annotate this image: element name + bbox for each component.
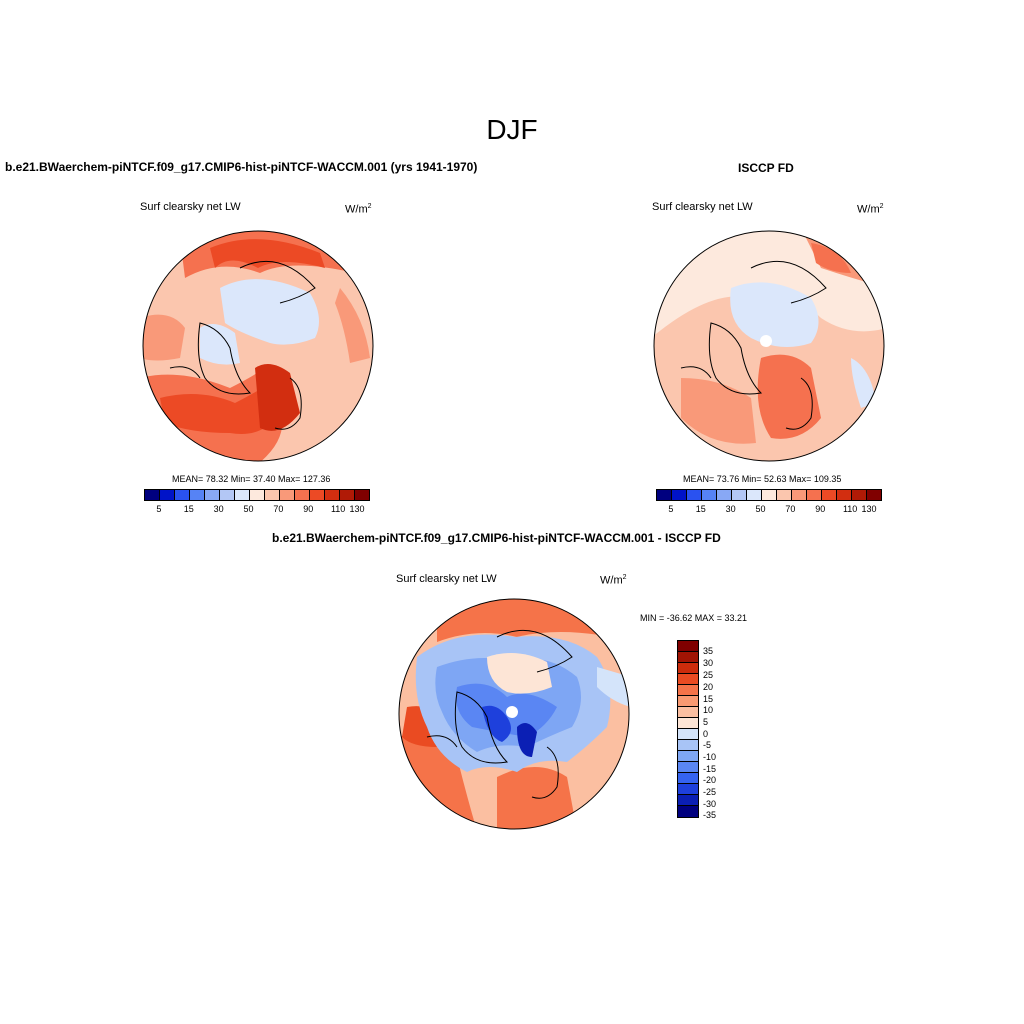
colorbar-swatch bbox=[687, 490, 702, 500]
colorbar-label: 30 bbox=[725, 504, 736, 514]
colorbar-label: 15 bbox=[695, 504, 706, 514]
panel-title-model: b.e21.BWaerchem-piNTCF.f09_g17.CMIP6-his… bbox=[5, 160, 478, 174]
stats-model: MEAN= 78.32 Min= 37.40 Max= 127.36 bbox=[172, 474, 331, 484]
colorbar-swatch bbox=[717, 490, 732, 500]
colorbar-label: 5 bbox=[156, 504, 162, 514]
colorbar-swatch bbox=[678, 718, 698, 729]
colorbar-label: 30 bbox=[213, 504, 224, 514]
colorbar-swatch bbox=[265, 490, 280, 500]
colorbar-label: 110 bbox=[842, 504, 858, 514]
colorbar-swatch bbox=[280, 490, 295, 500]
colorbar-label: 110 bbox=[330, 504, 346, 514]
colorbar-swatch bbox=[678, 740, 698, 751]
colorbar-label: -5 bbox=[703, 740, 712, 750]
colorbar-label: 15 bbox=[183, 504, 194, 514]
polar-map-model bbox=[142, 230, 374, 462]
colorbar-label: 0 bbox=[703, 729, 709, 739]
colorbar-label: 90 bbox=[815, 504, 826, 514]
colorbar-label: 130 bbox=[861, 504, 877, 514]
colorbar-swatch bbox=[678, 641, 698, 652]
colorbar-label: -15 bbox=[703, 764, 717, 774]
colorbar-swatch bbox=[355, 490, 369, 500]
colorbar-labels-diff: 35 30 25 20 15 10 5 0 -5 -10 -15 -20 -25… bbox=[703, 640, 733, 820]
colorbar-swatch bbox=[678, 707, 698, 718]
polar-map-diff bbox=[398, 598, 630, 830]
colorbar-swatch bbox=[678, 762, 698, 773]
variable-label-obs: Surf clearsky net LW bbox=[652, 201, 753, 213]
colorbar-swatch bbox=[220, 490, 235, 500]
colorbar-label: 35 bbox=[703, 646, 714, 656]
colorbar-label: -35 bbox=[703, 810, 717, 820]
panel-title-obs: ISCCP FD bbox=[738, 161, 794, 175]
colorbar-swatch bbox=[175, 490, 190, 500]
colorbar-swatch bbox=[295, 490, 310, 500]
colorbar-label: 50 bbox=[243, 504, 254, 514]
colorbar-label: 15 bbox=[703, 694, 714, 704]
colorbar-swatch bbox=[837, 490, 852, 500]
colorbar-swatch bbox=[205, 490, 220, 500]
colorbar-swatch bbox=[678, 773, 698, 784]
colorbar-swatch bbox=[867, 490, 881, 500]
colorbar-swatch bbox=[678, 795, 698, 806]
colorbar-swatch bbox=[822, 490, 837, 500]
colorbar-label: 70 bbox=[785, 504, 796, 514]
colorbar-swatch bbox=[807, 490, 822, 500]
colorbar-swatch bbox=[678, 652, 698, 663]
colorbar-swatch bbox=[678, 674, 698, 685]
colorbar-swatch bbox=[792, 490, 807, 500]
colorbar-swatch bbox=[762, 490, 777, 500]
figure-title: DJF bbox=[486, 114, 538, 145]
colorbar-label: -10 bbox=[703, 752, 717, 762]
colorbar-swatch bbox=[672, 490, 687, 500]
colorbar-swatch bbox=[678, 685, 698, 696]
colorbar-label: 130 bbox=[349, 504, 365, 514]
colorbar-swatch bbox=[747, 490, 762, 500]
colorbar-labels-obs: 5 15 30 50 70 90 110 130 bbox=[656, 504, 880, 516]
colorbar-label: -25 bbox=[703, 787, 717, 797]
colorbar-swatch bbox=[678, 696, 698, 707]
stats-obs: MEAN= 73.76 Min= 52.63 Max= 109.35 bbox=[683, 474, 842, 484]
colorbar-swatch bbox=[678, 663, 698, 674]
colorbar-labels-model: 5 15 30 50 70 90 110 130 bbox=[144, 504, 368, 516]
units-label-obs: W/m2 bbox=[857, 203, 884, 216]
colorbar-label: 10 bbox=[703, 705, 714, 715]
colorbar-label: 50 bbox=[755, 504, 766, 514]
minmax-diff: MIN = -36.62 MAX = 33.21 bbox=[640, 613, 748, 623]
polar-map-obs bbox=[653, 230, 885, 462]
colorbar-swatch bbox=[657, 490, 672, 500]
colorbar-obs bbox=[656, 489, 882, 501]
colorbar-swatch bbox=[678, 729, 698, 740]
colorbar-swatch bbox=[702, 490, 717, 500]
variable-label-model: Surf clearsky net LW bbox=[140, 201, 241, 213]
colorbar-swatch bbox=[190, 490, 205, 500]
colorbar-swatch bbox=[732, 490, 747, 500]
colorbar-swatch bbox=[678, 751, 698, 762]
colorbar-swatch bbox=[678, 784, 698, 795]
colorbar-label: -30 bbox=[703, 799, 717, 809]
colorbar-label: 20 bbox=[703, 682, 714, 692]
colorbar-label: 70 bbox=[273, 504, 284, 514]
panel-title-diff: b.e21.BWaerchem-piNTCF.f09_g17.CMIP6-his… bbox=[272, 531, 721, 545]
colorbar-label: -20 bbox=[703, 775, 717, 785]
colorbar-swatch bbox=[325, 490, 340, 500]
variable-label-diff: Surf clearsky net LW bbox=[396, 573, 497, 585]
colorbar-swatch bbox=[250, 490, 265, 500]
colorbar-label: 5 bbox=[703, 717, 709, 727]
colorbar-swatch bbox=[340, 490, 355, 500]
colorbar-label: 25 bbox=[703, 670, 714, 680]
colorbar-diff bbox=[677, 640, 699, 818]
colorbar-label: 30 bbox=[703, 658, 714, 668]
colorbar-swatch bbox=[145, 490, 160, 500]
colorbar-swatch bbox=[852, 490, 867, 500]
colorbar-swatch bbox=[777, 490, 792, 500]
colorbar-swatch bbox=[235, 490, 250, 500]
colorbar-label: 90 bbox=[303, 504, 314, 514]
units-label-model: W/m2 bbox=[345, 203, 372, 216]
colorbar-model bbox=[144, 489, 370, 501]
units-label-diff: W/m2 bbox=[600, 574, 627, 587]
colorbar-swatch bbox=[678, 806, 698, 817]
colorbar-label: 5 bbox=[668, 504, 674, 514]
colorbar-swatch bbox=[160, 490, 175, 500]
colorbar-swatch bbox=[310, 490, 325, 500]
